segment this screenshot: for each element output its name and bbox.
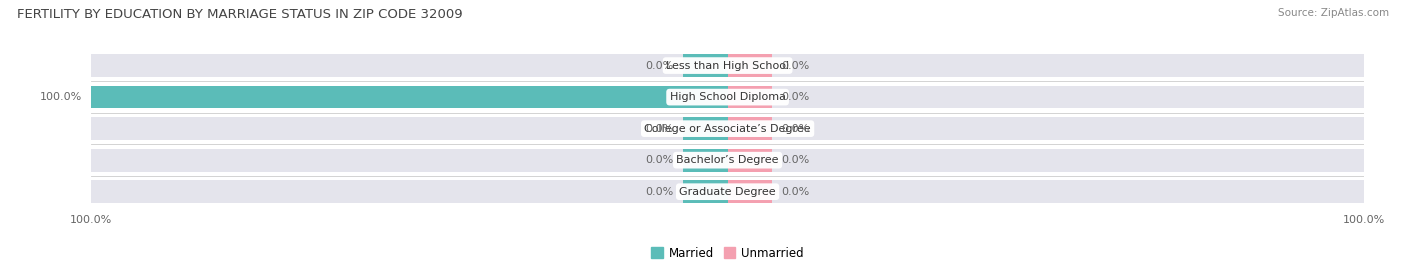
- Bar: [728, 180, 772, 203]
- Text: Source: ZipAtlas.com: Source: ZipAtlas.com: [1278, 8, 1389, 18]
- Text: Graduate Degree: Graduate Degree: [679, 187, 776, 197]
- Bar: [683, 149, 728, 172]
- Text: 0.0%: 0.0%: [782, 124, 810, 134]
- Text: 0.0%: 0.0%: [782, 92, 810, 102]
- Bar: [728, 86, 772, 109]
- Bar: [91, 180, 1364, 203]
- Legend: Married, Unmarried: Married, Unmarried: [647, 242, 808, 264]
- Text: 0.0%: 0.0%: [782, 187, 810, 197]
- Text: 0.0%: 0.0%: [645, 155, 673, 165]
- Bar: [91, 54, 1364, 77]
- Bar: [728, 117, 772, 140]
- Text: Bachelor’s Degree: Bachelor’s Degree: [676, 155, 779, 165]
- Bar: [91, 149, 1364, 172]
- Bar: [91, 86, 728, 109]
- Bar: [91, 86, 1364, 109]
- Text: High School Diploma: High School Diploma: [669, 92, 786, 102]
- Text: 0.0%: 0.0%: [645, 124, 673, 134]
- Bar: [683, 180, 728, 203]
- Text: 0.0%: 0.0%: [782, 61, 810, 70]
- Bar: [683, 54, 728, 77]
- Bar: [91, 117, 1364, 140]
- Text: 0.0%: 0.0%: [645, 187, 673, 197]
- Bar: [728, 54, 772, 77]
- Text: FERTILITY BY EDUCATION BY MARRIAGE STATUS IN ZIP CODE 32009: FERTILITY BY EDUCATION BY MARRIAGE STATU…: [17, 8, 463, 21]
- Text: College or Associate’s Degree: College or Associate’s Degree: [644, 124, 811, 134]
- Bar: [728, 149, 772, 172]
- Text: 100.0%: 100.0%: [39, 92, 82, 102]
- Text: Less than High School: Less than High School: [666, 61, 789, 70]
- Bar: [683, 117, 728, 140]
- Text: 0.0%: 0.0%: [645, 61, 673, 70]
- Text: 0.0%: 0.0%: [782, 155, 810, 165]
